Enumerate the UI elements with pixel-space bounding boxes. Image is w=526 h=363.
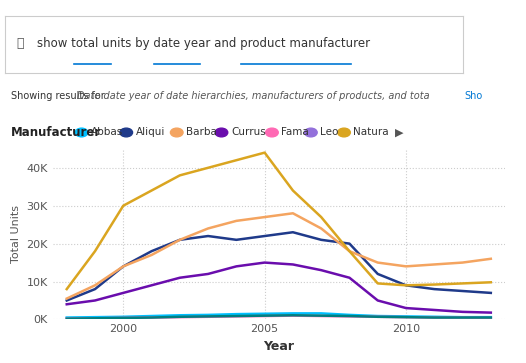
Text: Barba: Barba (186, 127, 217, 138)
Text: ⎕: ⎕ (17, 37, 24, 50)
X-axis label: Year: Year (264, 340, 294, 353)
Text: Natura: Natura (353, 127, 389, 138)
Text: Fama: Fama (281, 127, 309, 138)
Text: Currus: Currus (231, 127, 266, 138)
Text: Aliqui: Aliqui (136, 127, 165, 138)
Text: Showing results for: Showing results for (11, 91, 107, 101)
Y-axis label: Total Units: Total Units (11, 205, 21, 263)
Text: Manufacturer: Manufacturer (11, 126, 101, 139)
Text: ▶: ▶ (394, 127, 403, 138)
Text: Date date year of date hierarchies, manufacturers of products, and tota: Date date year of date hierarchies, manu… (77, 91, 430, 101)
Text: show total units by date year and product manufacturer: show total units by date year and produc… (37, 37, 370, 50)
Text: Abbas: Abbas (91, 127, 123, 138)
Text: Sho: Sho (464, 91, 483, 101)
Text: Leo: Leo (320, 127, 339, 138)
